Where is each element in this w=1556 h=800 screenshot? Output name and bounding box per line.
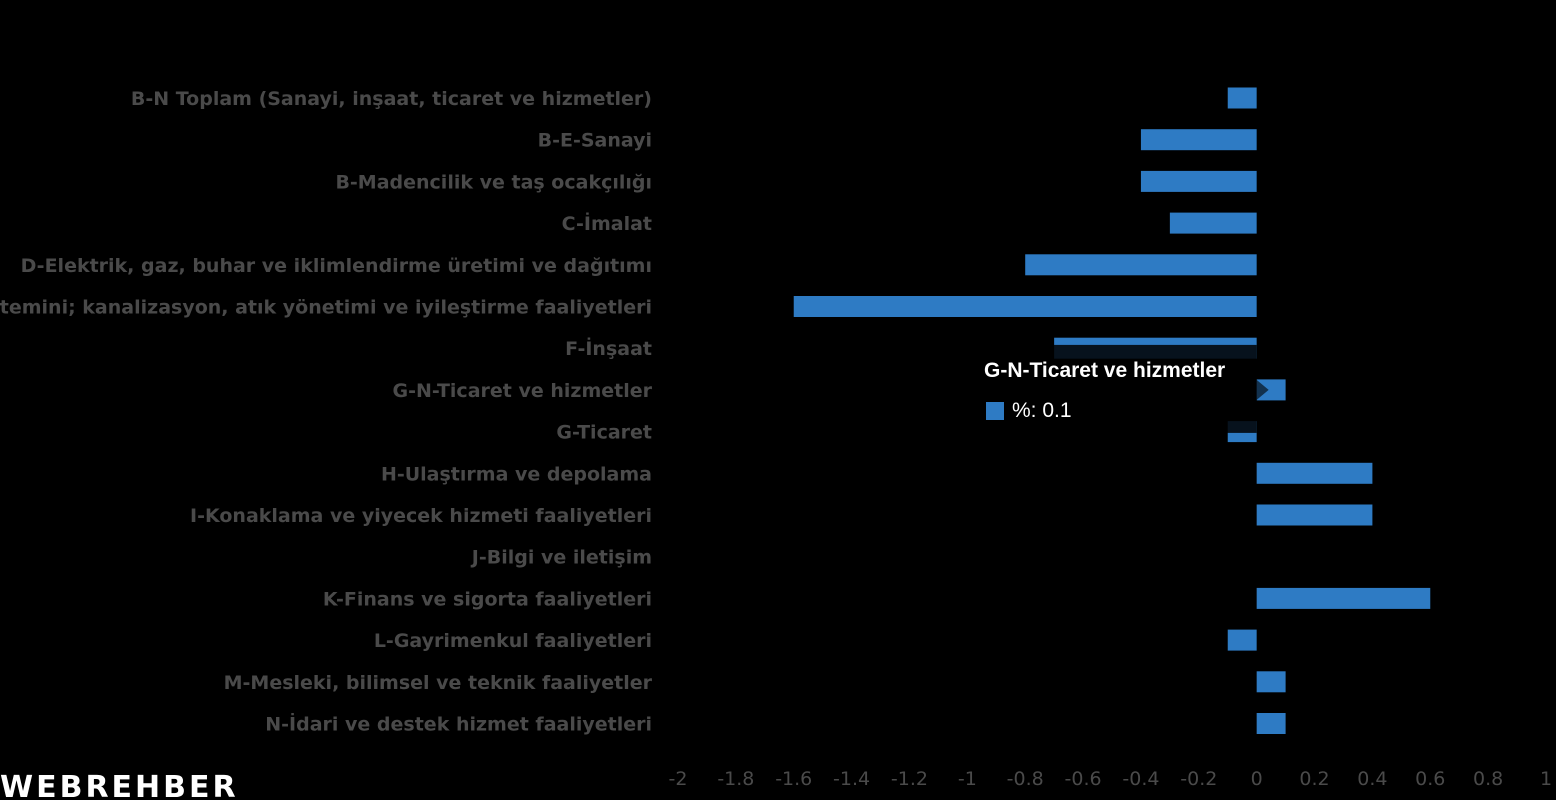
- x-tick-label: -1.4: [833, 768, 870, 790]
- bar[interactable]: [1140, 129, 1257, 151]
- bar[interactable]: [1256, 462, 1373, 484]
- tooltip-title: G-N-Ticaret ve hizmetler: [984, 359, 1225, 382]
- category-label: B-N Toplam (Sanayi, inşaat, ticaret ve h…: [131, 88, 652, 110]
- tooltip-background: [974, 344, 1257, 433]
- category-label: G-N-Ticaret ve hizmetler: [392, 380, 652, 402]
- category-label: L-Gayrimenkul faaliyetleri: [374, 630, 652, 652]
- bar[interactable]: [1169, 212, 1257, 234]
- tooltip: G-N-Ticaret ve hizmetler %: 0.1: [974, 344, 1269, 433]
- logo-text: WEBREHBER: [0, 770, 239, 800]
- tooltip-value: %: 0.1: [1012, 399, 1072, 422]
- category-label: F-İnşaat: [565, 336, 652, 360]
- x-tick-label: -0.2: [1180, 768, 1217, 790]
- x-tick-label: -1.6: [775, 768, 812, 790]
- category-label: K-Finans ve sigorta faaliyetleri: [323, 588, 652, 610]
- x-tick-label: 1: [1540, 768, 1552, 790]
- bar[interactable]: [1256, 379, 1286, 401]
- x-tick-label: 0.8: [1473, 768, 1503, 790]
- x-tick-label: 0.4: [1357, 768, 1387, 790]
- bar[interactable]: [1227, 87, 1257, 109]
- category-label: B-E-Sanayi: [538, 130, 652, 152]
- category-label: C-İmalat: [562, 211, 652, 235]
- tooltip-pointer: [1256, 379, 1269, 400]
- bar[interactable]: [1256, 671, 1286, 693]
- x-tick-label: -0.6: [1065, 768, 1102, 790]
- category-label: D-Elektrik, gaz, buhar ve iklimlendirme …: [21, 255, 652, 277]
- bar[interactable]: [1140, 170, 1257, 192]
- x-tick-label: 0.2: [1299, 768, 1329, 790]
- x-tick-label: 0.6: [1415, 768, 1445, 790]
- x-tick-label: -1.8: [717, 768, 754, 790]
- bar[interactable]: [1256, 504, 1373, 526]
- category-label: M-Mesleki, bilimsel ve teknik faaliyetle…: [224, 672, 653, 694]
- category-label: B-Madencilik ve taş ocakçılığı: [335, 171, 652, 193]
- tooltip-series-swatch: [986, 402, 1004, 420]
- category-labels: B-N Toplam (Sanayi, inşaat, ticaret ve h…: [0, 88, 653, 736]
- x-tick-label: -0.8: [1007, 768, 1044, 790]
- webrehber-logo: WEBREHBER: [0, 770, 239, 800]
- bar[interactable]: [1256, 713, 1286, 734]
- x-tick-label: -1: [958, 768, 977, 790]
- bar[interactable]: [1025, 254, 1257, 276]
- bar[interactable]: [1256, 587, 1431, 609]
- x-tick-label: -0.4: [1122, 768, 1159, 790]
- category-label: H-Ulaştırma ve depolama: [381, 463, 652, 485]
- category-label: E-Su temini; kanalizasyon, atık yönetimi…: [0, 297, 652, 319]
- x-tick-label: 0: [1251, 768, 1263, 790]
- bar[interactable]: [793, 296, 1257, 317]
- x-tick-label: -1.2: [891, 768, 928, 790]
- category-label: I-Konaklama ve yiyecek hizmeti faaliyetl…: [190, 505, 652, 527]
- x-axis-ticks: -2 -1.8 -1.6 -1.4 -1.2 -1 -0.8 -0.6 -0.4 -0.2 0 0.2…: [669, 768, 1553, 790]
- bar[interactable]: [1227, 629, 1257, 651]
- category-label: G-Ticaret: [556, 422, 652, 444]
- category-label: J-Bilgi ve iletişim: [470, 547, 652, 569]
- category-label: N-İdari ve destek hizmet faaliyetleri: [265, 712, 652, 736]
- x-tick-label: -2: [669, 768, 688, 790]
